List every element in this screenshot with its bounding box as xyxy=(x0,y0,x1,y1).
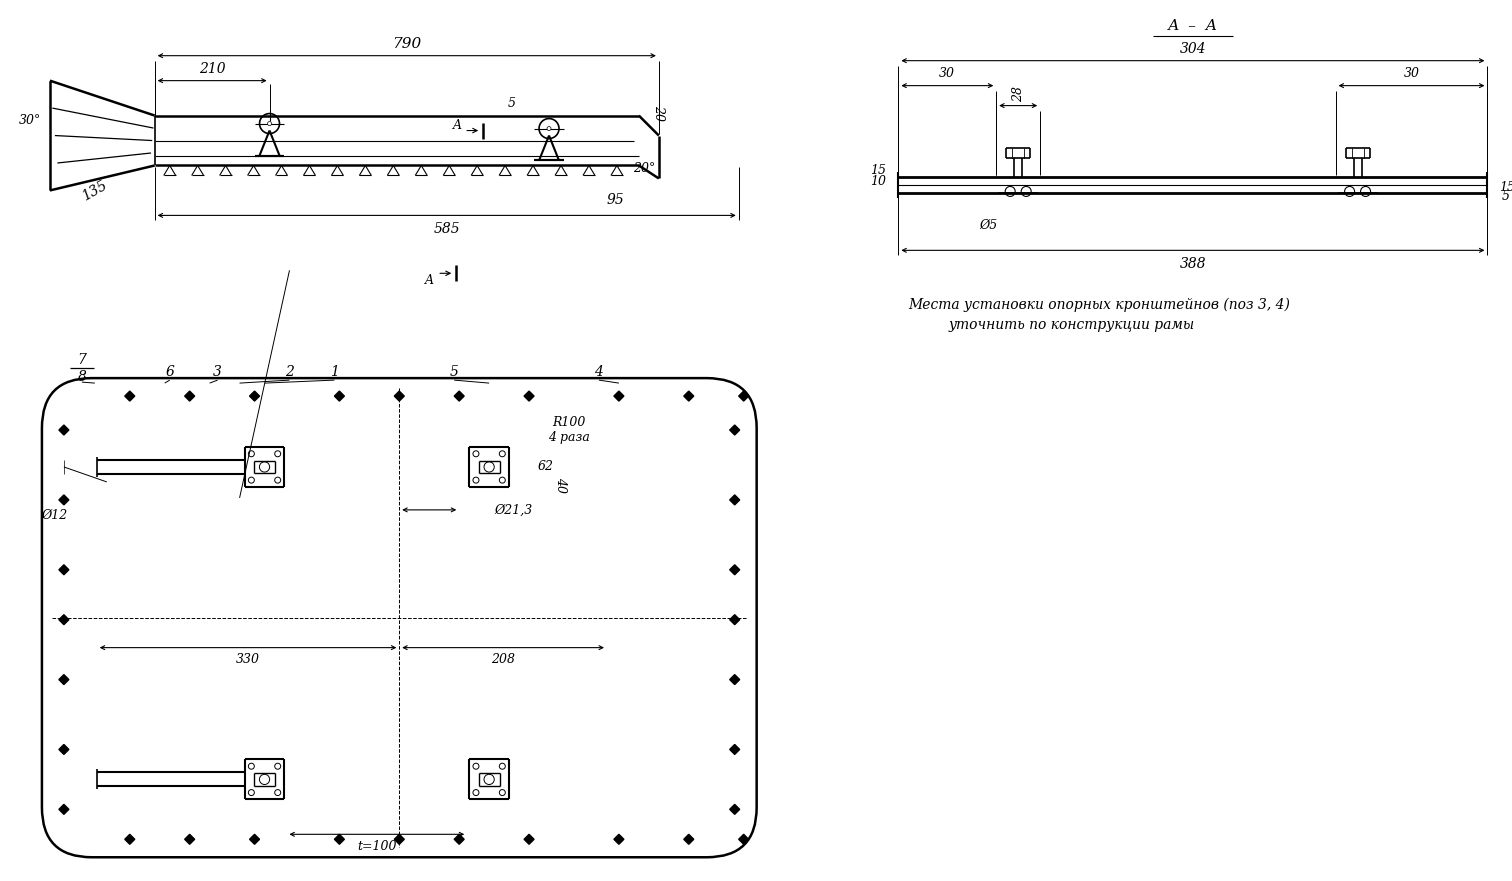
Polygon shape xyxy=(249,834,260,844)
Polygon shape xyxy=(59,425,70,435)
Text: A: A xyxy=(425,274,434,287)
Text: R100: R100 xyxy=(552,416,585,428)
Polygon shape xyxy=(525,834,534,844)
Text: 2: 2 xyxy=(286,365,293,379)
Polygon shape xyxy=(739,391,748,401)
Polygon shape xyxy=(59,615,70,625)
Polygon shape xyxy=(739,834,748,844)
Polygon shape xyxy=(395,834,404,844)
Text: 20: 20 xyxy=(652,105,665,121)
Text: 15: 15 xyxy=(871,164,886,177)
Polygon shape xyxy=(334,391,345,401)
Text: Ø12: Ø12 xyxy=(41,508,67,522)
Text: 6: 6 xyxy=(165,365,174,379)
Polygon shape xyxy=(59,744,70,754)
Text: 5: 5 xyxy=(449,365,458,379)
Text: 30°: 30° xyxy=(18,114,41,127)
Text: 330: 330 xyxy=(236,653,260,666)
Polygon shape xyxy=(730,565,739,574)
Text: 304: 304 xyxy=(1179,41,1207,56)
Polygon shape xyxy=(730,495,739,505)
Text: t=100: t=100 xyxy=(357,840,396,853)
Polygon shape xyxy=(59,565,70,574)
Text: 8: 8 xyxy=(77,370,86,384)
Polygon shape xyxy=(730,675,739,685)
Text: 1: 1 xyxy=(330,365,339,379)
Text: 4 раза: 4 раза xyxy=(547,431,590,443)
Polygon shape xyxy=(614,834,624,844)
Text: 210: 210 xyxy=(198,62,225,76)
Polygon shape xyxy=(59,675,70,685)
Text: 30: 30 xyxy=(1403,67,1420,80)
Text: 95: 95 xyxy=(606,194,624,207)
Circle shape xyxy=(268,122,272,126)
Text: Ø21,3: Ø21,3 xyxy=(494,503,532,516)
Polygon shape xyxy=(184,391,195,401)
Polygon shape xyxy=(395,391,404,401)
Polygon shape xyxy=(184,834,195,844)
Circle shape xyxy=(547,127,550,130)
Text: 30: 30 xyxy=(939,67,956,80)
Text: 10: 10 xyxy=(871,175,886,188)
Text: 5: 5 xyxy=(1501,190,1509,203)
Polygon shape xyxy=(730,615,739,625)
Polygon shape xyxy=(730,804,739,814)
Polygon shape xyxy=(525,391,534,401)
Polygon shape xyxy=(683,391,694,401)
Polygon shape xyxy=(125,834,135,844)
Text: 790: 790 xyxy=(392,37,422,51)
Polygon shape xyxy=(683,834,694,844)
Text: A: A xyxy=(452,119,461,132)
Polygon shape xyxy=(454,834,464,844)
Polygon shape xyxy=(454,391,464,401)
Text: 15: 15 xyxy=(1500,181,1512,194)
Text: Ø5: Ø5 xyxy=(980,218,998,232)
Text: Места установки опорных кронштейнов (поз 3, 4): Места установки опорных кронштейнов (поз… xyxy=(909,298,1290,313)
Polygon shape xyxy=(614,391,624,401)
Text: 40: 40 xyxy=(555,477,567,493)
Polygon shape xyxy=(334,834,345,844)
Polygon shape xyxy=(730,744,739,754)
Text: 208: 208 xyxy=(491,653,516,666)
Text: 20°: 20° xyxy=(632,162,655,175)
Text: А  –  А: А – А xyxy=(1167,19,1219,33)
Polygon shape xyxy=(730,425,739,435)
Text: 135: 135 xyxy=(80,178,110,204)
Text: 4: 4 xyxy=(594,365,603,379)
Text: 3: 3 xyxy=(213,365,222,379)
Text: 28: 28 xyxy=(1012,85,1025,101)
Text: уточнить по конструкции рамы: уточнить по конструкции рамы xyxy=(948,318,1194,332)
Polygon shape xyxy=(59,495,70,505)
Text: 585: 585 xyxy=(434,222,460,236)
Polygon shape xyxy=(59,804,70,814)
Polygon shape xyxy=(125,391,135,401)
Text: 388: 388 xyxy=(1179,257,1207,271)
Text: 5: 5 xyxy=(508,97,516,110)
Text: 62: 62 xyxy=(538,461,553,473)
Polygon shape xyxy=(249,391,260,401)
Text: 7: 7 xyxy=(77,353,86,367)
